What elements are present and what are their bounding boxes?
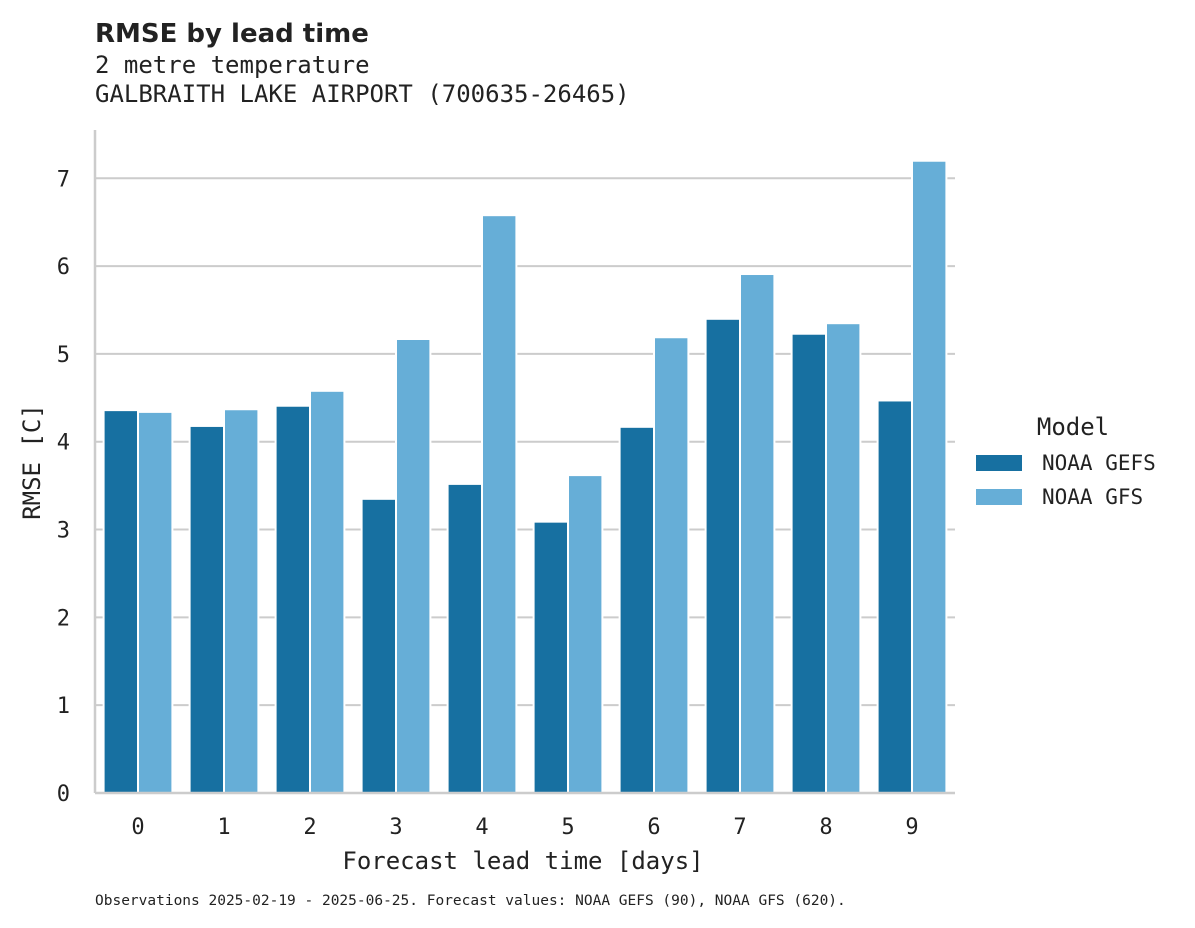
- legend-entry-label: NOAA GFS: [1042, 485, 1143, 509]
- bar-noaa-gfs-6: [653, 336, 690, 794]
- y-tick-label: 1: [57, 694, 70, 719]
- legend-title: Model: [1037, 413, 1109, 441]
- x-tick-label: 2: [303, 815, 316, 840]
- y-axis-label: RMSE [C]: [18, 404, 46, 520]
- legend-swatch: [976, 489, 1022, 505]
- bar-noaa-gfs-1: [223, 408, 260, 794]
- bar-noaa-gefs-4: [446, 482, 484, 794]
- x-tick-label: 8: [819, 815, 832, 840]
- footnote: Observations 2025-02-19 - 2025-06-25. Fo…: [95, 893, 846, 909]
- bar-noaa-gefs-6: [618, 425, 655, 794]
- bar-noaa-gefs-8: [790, 332, 827, 794]
- x-tick-label: 5: [561, 815, 574, 840]
- bar-noaa-gfs-0: [137, 410, 174, 794]
- chart-subtitle-station: GALBRAITH LAKE AIRPORT (700635-26465): [95, 80, 630, 108]
- bar-noaa-gfs-2: [309, 389, 346, 794]
- bar-noaa-gfs-7: [739, 273, 776, 795]
- bar-noaa-gfs-8: [825, 322, 862, 794]
- axes: [93, 130, 955, 795]
- x-axis-label: Forecast lead time [days]: [342, 847, 703, 875]
- y-tick-label: 2: [57, 606, 70, 631]
- legend-swatch: [976, 455, 1022, 471]
- y-tick-labels: 0 1 2 3 4 5 6 7: [57, 167, 70, 807]
- x-tick-labels: 0 1 2 3 4 5 6 7 8 9: [131, 815, 918, 840]
- y-tick-label: 6: [57, 255, 70, 280]
- y-tick-label: 7: [57, 167, 70, 192]
- y-tick-label: 4: [57, 431, 70, 456]
- bar-noaa-gfs-9: [911, 159, 948, 794]
- bar-noaa-gefs-5: [532, 520, 569, 794]
- bar-noaa-gfs-5: [567, 474, 604, 794]
- bar-noaa-gfs-3: [395, 337, 432, 794]
- bar-noaa-gefs-7: [704, 317, 741, 794]
- x-tick-label: 9: [905, 815, 918, 840]
- x-tick-label: 4: [475, 815, 488, 840]
- x-tick-label: 1: [217, 815, 230, 840]
- bar-noaa-gefs-9: [876, 399, 913, 794]
- bar-noaa-gfs-4: [481, 214, 518, 795]
- y-tick-label: 5: [57, 343, 70, 368]
- bar-noaa-gefs-0: [102, 409, 139, 794]
- x-tick-label: 7: [733, 815, 746, 840]
- x-tick-label: 6: [647, 815, 660, 840]
- y-tick-label: 3: [57, 519, 70, 544]
- bar-noaa-gefs-1: [188, 424, 226, 794]
- chart-title: RMSE by lead time: [95, 19, 369, 49]
- legend-entry-label: NOAA GEFS: [1042, 451, 1156, 475]
- y-tick-label: 0: [57, 782, 70, 807]
- bar-noaa-gefs-3: [360, 497, 398, 794]
- legend: Model NOAA GEFS NOAA GFS: [976, 413, 1156, 509]
- x-tick-label: 0: [131, 815, 144, 840]
- x-tick-label: 3: [389, 815, 402, 840]
- bar-noaa-gefs-2: [274, 404, 312, 794]
- chart-subtitle-variable: 2 metre temperature: [95, 51, 370, 79]
- bars: [102, 159, 948, 795]
